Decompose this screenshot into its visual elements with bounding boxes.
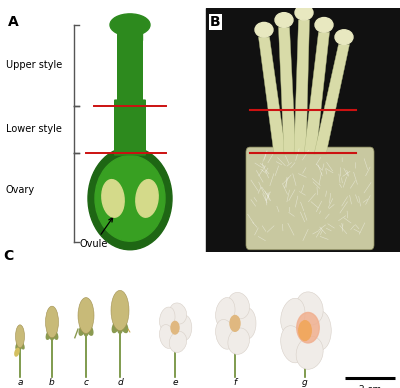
Text: Ovary: Ovary [6, 185, 35, 196]
Ellipse shape [237, 322, 245, 336]
Text: b: b [49, 378, 55, 386]
Text: d: d [117, 378, 123, 386]
Ellipse shape [136, 180, 158, 217]
Polygon shape [304, 32, 330, 154]
Ellipse shape [79, 324, 86, 335]
FancyBboxPatch shape [117, 33, 143, 107]
Text: Upper style: Upper style [6, 60, 62, 70]
Ellipse shape [292, 321, 300, 340]
Text: 2 cm: 2 cm [359, 385, 381, 388]
Ellipse shape [169, 303, 187, 324]
Ellipse shape [178, 315, 192, 340]
Ellipse shape [230, 315, 240, 331]
Ellipse shape [50, 329, 54, 340]
Circle shape [95, 156, 165, 241]
Text: e: e [172, 378, 178, 386]
Ellipse shape [78, 298, 94, 333]
FancyBboxPatch shape [246, 147, 374, 250]
Ellipse shape [167, 321, 172, 334]
Ellipse shape [228, 293, 250, 319]
Ellipse shape [281, 326, 305, 363]
Ellipse shape [299, 321, 311, 340]
FancyBboxPatch shape [114, 99, 146, 156]
Ellipse shape [16, 342, 20, 349]
Ellipse shape [296, 336, 323, 369]
Ellipse shape [19, 341, 21, 350]
Ellipse shape [171, 321, 179, 334]
Text: a: a [17, 378, 23, 386]
Text: A: A [8, 15, 19, 29]
Ellipse shape [169, 331, 178, 339]
Polygon shape [278, 27, 296, 154]
Polygon shape [314, 44, 350, 154]
Ellipse shape [102, 180, 124, 217]
Ellipse shape [169, 316, 178, 324]
Text: C: C [3, 249, 13, 263]
Ellipse shape [46, 330, 52, 339]
Ellipse shape [46, 306, 58, 338]
Text: B: B [210, 15, 221, 29]
Ellipse shape [275, 13, 293, 27]
Circle shape [88, 147, 172, 250]
Ellipse shape [307, 315, 317, 332]
Ellipse shape [15, 348, 19, 356]
Ellipse shape [86, 324, 93, 335]
Ellipse shape [176, 327, 183, 338]
Ellipse shape [307, 329, 317, 346]
Ellipse shape [228, 328, 238, 338]
Ellipse shape [297, 312, 319, 343]
Ellipse shape [160, 325, 175, 348]
Ellipse shape [335, 30, 353, 44]
Ellipse shape [225, 315, 231, 331]
Ellipse shape [160, 307, 175, 331]
Ellipse shape [228, 328, 250, 354]
Ellipse shape [296, 336, 309, 348]
Ellipse shape [238, 308, 256, 339]
Ellipse shape [84, 324, 88, 336]
Text: Ovule: Ovule [80, 218, 113, 249]
Polygon shape [258, 37, 286, 154]
Ellipse shape [309, 311, 331, 350]
Ellipse shape [228, 309, 238, 319]
Ellipse shape [16, 325, 24, 348]
Ellipse shape [216, 298, 235, 327]
Ellipse shape [117, 319, 123, 333]
Ellipse shape [169, 331, 187, 352]
Text: f: f [234, 378, 236, 386]
Ellipse shape [281, 298, 305, 336]
Ellipse shape [111, 290, 129, 331]
Polygon shape [294, 20, 310, 154]
Text: g: g [302, 378, 308, 386]
Ellipse shape [112, 320, 120, 333]
Text: c: c [84, 378, 88, 386]
Ellipse shape [110, 14, 150, 36]
Ellipse shape [120, 320, 128, 333]
Ellipse shape [176, 317, 183, 329]
Ellipse shape [216, 319, 235, 349]
Ellipse shape [20, 342, 24, 349]
Ellipse shape [237, 311, 245, 324]
Bar [118, 24, 142, 40]
Ellipse shape [255, 23, 273, 37]
Ellipse shape [296, 292, 323, 325]
Ellipse shape [315, 17, 333, 32]
Ellipse shape [52, 330, 58, 339]
Text: Lower style: Lower style [6, 125, 62, 134]
Ellipse shape [295, 5, 313, 20]
Ellipse shape [296, 313, 309, 325]
